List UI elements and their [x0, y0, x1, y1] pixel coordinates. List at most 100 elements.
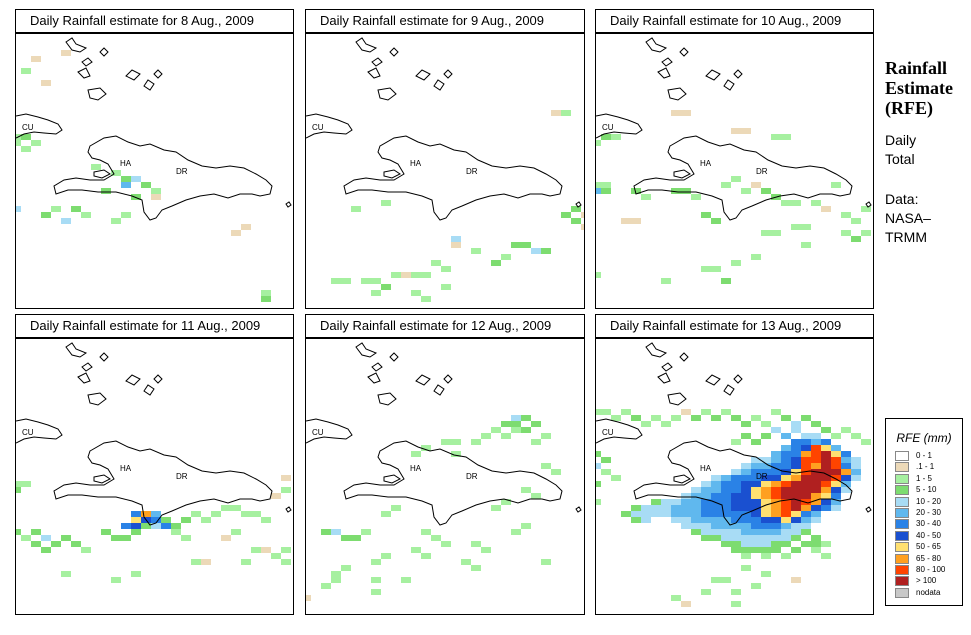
- rainfall-cell: [791, 439, 801, 445]
- rainfall-cell: [761, 481, 771, 487]
- legend-label: 1 - 5: [916, 473, 933, 483]
- coastline-gonave: [383, 169, 401, 179]
- rainfall-cell: [371, 559, 381, 565]
- coastline-bah4: [125, 374, 141, 386]
- rainfall-cell: [711, 523, 721, 529]
- rainfall-cell: [651, 511, 661, 517]
- rainfall-cell: [451, 236, 461, 242]
- rainfall-cell: [691, 415, 701, 421]
- rainfall-cell: [851, 236, 861, 242]
- coastline-bah2: [657, 67, 671, 79]
- rainfall-cell: [781, 415, 791, 421]
- rainfall-cell: [751, 505, 761, 511]
- rainfall-cell: [541, 248, 551, 254]
- rainfall-cell: [771, 505, 781, 511]
- rainfall-cell: [771, 511, 781, 517]
- rainfall-cell: [741, 529, 751, 535]
- rainfall-cell: [511, 415, 521, 421]
- rainfall-cell: [721, 481, 731, 487]
- rainfall-cell: [741, 499, 751, 505]
- rainfall-cell: [451, 451, 461, 457]
- rainfall-cell: [731, 517, 741, 523]
- rainfall-cell: [531, 439, 541, 445]
- coastline-cuba: [306, 113, 353, 139]
- rainfall-cell: [841, 481, 851, 487]
- rainfall-cell: [241, 511, 251, 517]
- rainfall-cell: [851, 457, 861, 463]
- rainfall-cell: [781, 451, 791, 457]
- rainfall-map: CU HA DR: [305, 338, 585, 615]
- rainfall-cell: [811, 451, 821, 457]
- rainfall-cell: [791, 535, 801, 541]
- rainfall-cell: [771, 517, 781, 523]
- rainfall-cells: [596, 409, 871, 607]
- rainfall-cell: [761, 421, 771, 427]
- rainfall-cell: [21, 146, 31, 152]
- rainfall-cell: [691, 493, 701, 499]
- rainfall-cell: [751, 499, 761, 505]
- coastline-bah8: [389, 47, 399, 57]
- rainfall-cell: [831, 469, 841, 475]
- coastline-bah3: [667, 392, 687, 406]
- rainfall-cell: [631, 415, 641, 421]
- rainfall-cell: [761, 541, 771, 547]
- rainfall-cell: [721, 493, 731, 499]
- legend-swatch: [895, 530, 909, 541]
- rainfall-cell: [791, 445, 801, 451]
- rainfall-cell: [701, 212, 711, 218]
- rainfall-cell: [351, 535, 361, 541]
- rainfall-cell: [521, 427, 531, 433]
- coastline-bah6: [153, 69, 163, 79]
- coastline-gonave: [673, 169, 691, 179]
- rainfall-cell: [231, 230, 241, 236]
- rainfall-cell: [761, 230, 771, 236]
- rainfall-cell: [281, 559, 291, 565]
- rainfall-cell: [791, 547, 801, 553]
- rainfall-cell: [131, 176, 141, 182]
- rainfall-cell: [761, 553, 771, 559]
- rainfall-cell: [131, 529, 141, 535]
- rainfall-cell: [741, 547, 751, 553]
- rainfall-cell: [811, 535, 821, 541]
- rainfall-cell: [201, 559, 211, 565]
- coastline-hisp: [53, 440, 273, 526]
- rainfall-cell: [461, 559, 471, 565]
- rainfall-cell: [721, 182, 731, 188]
- side-title-line1: Rainfall: [885, 58, 948, 78]
- rainfall-cell: [671, 110, 681, 116]
- rainfall-cell: [781, 511, 791, 517]
- rainfall-cell: [831, 182, 841, 188]
- rainfall-cell: [596, 463, 601, 469]
- rainfall-cell: [791, 511, 801, 517]
- rainfall-cell: [741, 565, 751, 571]
- rainfall-cell: [91, 164, 101, 170]
- coastline-bah1: [355, 37, 378, 53]
- rainfall-cell: [761, 188, 771, 194]
- rainfall-cell: [771, 487, 781, 493]
- rainfall-cell: [821, 457, 831, 463]
- rainfall-cell: [231, 529, 241, 535]
- rainfall-cell: [791, 481, 801, 487]
- rainfall-cell: [671, 415, 681, 421]
- rainfall-cell: [421, 445, 431, 451]
- rainfall-cell: [781, 481, 791, 487]
- rainfall-cell: [841, 469, 851, 475]
- rainfall-cell: [521, 415, 531, 421]
- coastline-hisp: [343, 135, 563, 221]
- rainfall-cell: [601, 134, 611, 140]
- rainfall-cell: [751, 415, 761, 421]
- rainfall-cell: [21, 134, 31, 140]
- rainfall-cell: [671, 511, 681, 517]
- rainfall-cell: [221, 535, 231, 541]
- legend-swatch: [895, 553, 909, 564]
- rainfall-cell: [441, 439, 451, 445]
- rainfall-cell: [596, 451, 601, 457]
- rainfall-cell: [201, 517, 211, 523]
- rainfall-cell: [51, 206, 61, 212]
- rainfall-cell: [811, 493, 821, 499]
- rainfall-cell: [801, 463, 811, 469]
- rainfall-cell: [761, 511, 771, 517]
- rainfall-cell: [811, 487, 821, 493]
- legend-label: > 100: [916, 576, 937, 586]
- rainfall-cell: [761, 523, 771, 529]
